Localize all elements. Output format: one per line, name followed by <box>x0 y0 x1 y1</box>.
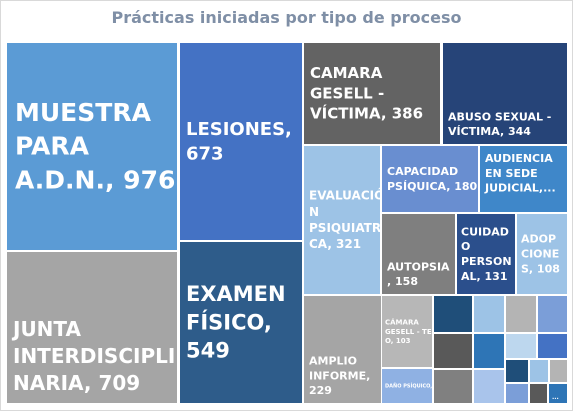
treemap-tile[interactable]: ADOP CIONE S, 108 <box>517 214 567 294</box>
treemap-tile[interactable]: CAPACIDAD PSÍQUICA, 180 <box>382 146 478 212</box>
treemap-tile-label: AMPLIO INFORME, 229 <box>309 354 370 397</box>
treemap-small-tile[interactable] <box>434 334 472 368</box>
treemap-tile[interactable]: MUESTRA PARA A.D.N., 976 <box>7 43 177 250</box>
treemap-tile-rect[interactable] <box>304 296 381 403</box>
treemap-tile-label: EVALUACIÓ N PSIQUIATRI CA, 321 <box>309 188 386 252</box>
treemap-ellipsis-label: ... <box>552 394 559 401</box>
treemap-tile-label: EXAMEN FÍSICO, 549 <box>186 282 286 363</box>
treemap-tile-label: ABUSO SEXUAL -VÍCTIMA, 344 <box>448 110 551 138</box>
chart-title: Prácticas iniciadas por tipo de proceso <box>111 8 462 27</box>
treemap-tile[interactable]: EXAMEN FÍSICO, 549 <box>180 242 302 403</box>
treemap-small-tile[interactable] <box>506 360 528 382</box>
treemap-tile[interactable]: CUIDAD O PERSON AL, 131 <box>457 214 515 294</box>
treemap-small-tile[interactable] <box>506 334 536 358</box>
treemap-small-tile[interactable] <box>530 360 548 382</box>
treemap-small-tile[interactable] <box>530 384 547 403</box>
treemap-tile-rect[interactable] <box>382 214 455 294</box>
treemap-tile-rect[interactable] <box>480 146 567 212</box>
treemap-small-tile[interactable] <box>474 370 504 403</box>
treemap-tile[interactable]: AMPLIO INFORME, 229 <box>304 296 381 403</box>
treemap-tile-rect[interactable] <box>457 214 515 294</box>
treemap-tile[interactable]: EVALUACIÓ N PSIQUIATRI CA, 321 <box>304 146 386 294</box>
treemap-tile-label: DAÑO PSÍQUICO, 46 <box>385 382 441 390</box>
treemap-tile[interactable]: AUDIENCIA EN SEDE JUDICIAL,... <box>480 146 567 212</box>
treemap-tile-rect[interactable] <box>304 146 380 294</box>
treemap-tile-rect[interactable] <box>7 43 177 250</box>
treemap-tile-rect[interactable] <box>304 43 440 144</box>
treemap-tile-rect[interactable] <box>382 296 432 367</box>
treemap-tile-label: ADOP CIONE S, 108 <box>521 233 560 276</box>
treemap-small-tile[interactable] <box>474 296 504 332</box>
treemap-tile-label: CÁMARA GESELL - TESTIG O, 103 <box>385 317 450 345</box>
treemap-small-tile[interactable] <box>538 334 567 358</box>
treemap-tile[interactable]: ABUSO SEXUAL -VÍCTIMA, 344 <box>443 43 567 144</box>
treemap-small-tile[interactable] <box>550 360 567 382</box>
treemap-tile[interactable]: CAMARA GESELL -VÍCTIMA, 386 <box>304 43 440 144</box>
treemap-tile-rect[interactable] <box>517 214 567 294</box>
treemap-tile-rect[interactable] <box>382 369 432 403</box>
treemap-tile-rect[interactable] <box>180 43 302 240</box>
treemap-tile-label: CAPACIDAD PSÍQUICA, 180 <box>387 165 478 193</box>
treemap-tile[interactable]: CÁMARA GESELL - TESTIG O, 103 <box>382 296 450 367</box>
treemap-tile-label: JUNTA INTERDISCIPLI NARIA, 709 <box>11 317 175 395</box>
treemap-tile[interactable]: DAÑO PSÍQUICO, 46 <box>382 369 441 403</box>
treemap-tile-label: LESIONES, 673 <box>186 119 292 164</box>
treemap-small-tile[interactable] <box>474 334 504 368</box>
treemap-small-tile[interactable] <box>506 384 528 403</box>
treemap-tile[interactable]: JUNTA INTERDISCIPLI NARIA, 709 <box>7 252 177 403</box>
treemap-small-tile[interactable] <box>506 296 536 332</box>
treemap-tile[interactable]: AUTOPSIA, 158 <box>382 214 455 294</box>
treemap-tile-label: CUIDAD O PERSON AL, 131 <box>461 225 512 283</box>
treemap-tile-rect[interactable] <box>180 242 302 403</box>
treemap-tile-label: CAMARA GESELL -VÍCTIMA, 386 <box>310 64 423 123</box>
treemap-tile-label: AUDIENCIA EN SEDE JUDICIAL,... <box>484 152 556 195</box>
treemap-small-tile[interactable] <box>549 384 567 403</box>
treemap-small-tile[interactable] <box>538 296 567 332</box>
treemap-tile-rect[interactable] <box>7 252 177 403</box>
treemap-tile[interactable]: LESIONES, 673 <box>180 43 302 240</box>
treemap-tile-label: AUTOPSIA, 158 <box>387 260 450 288</box>
treemap-small-tile[interactable] <box>434 370 472 403</box>
treemap-tile-rect[interactable] <box>382 146 478 212</box>
treemap-tile-rect[interactable] <box>443 43 567 144</box>
treemap-small-tile[interactable] <box>434 296 472 332</box>
treemap-tile-label: MUESTRA PARA A.D.N., 976 <box>15 98 175 195</box>
